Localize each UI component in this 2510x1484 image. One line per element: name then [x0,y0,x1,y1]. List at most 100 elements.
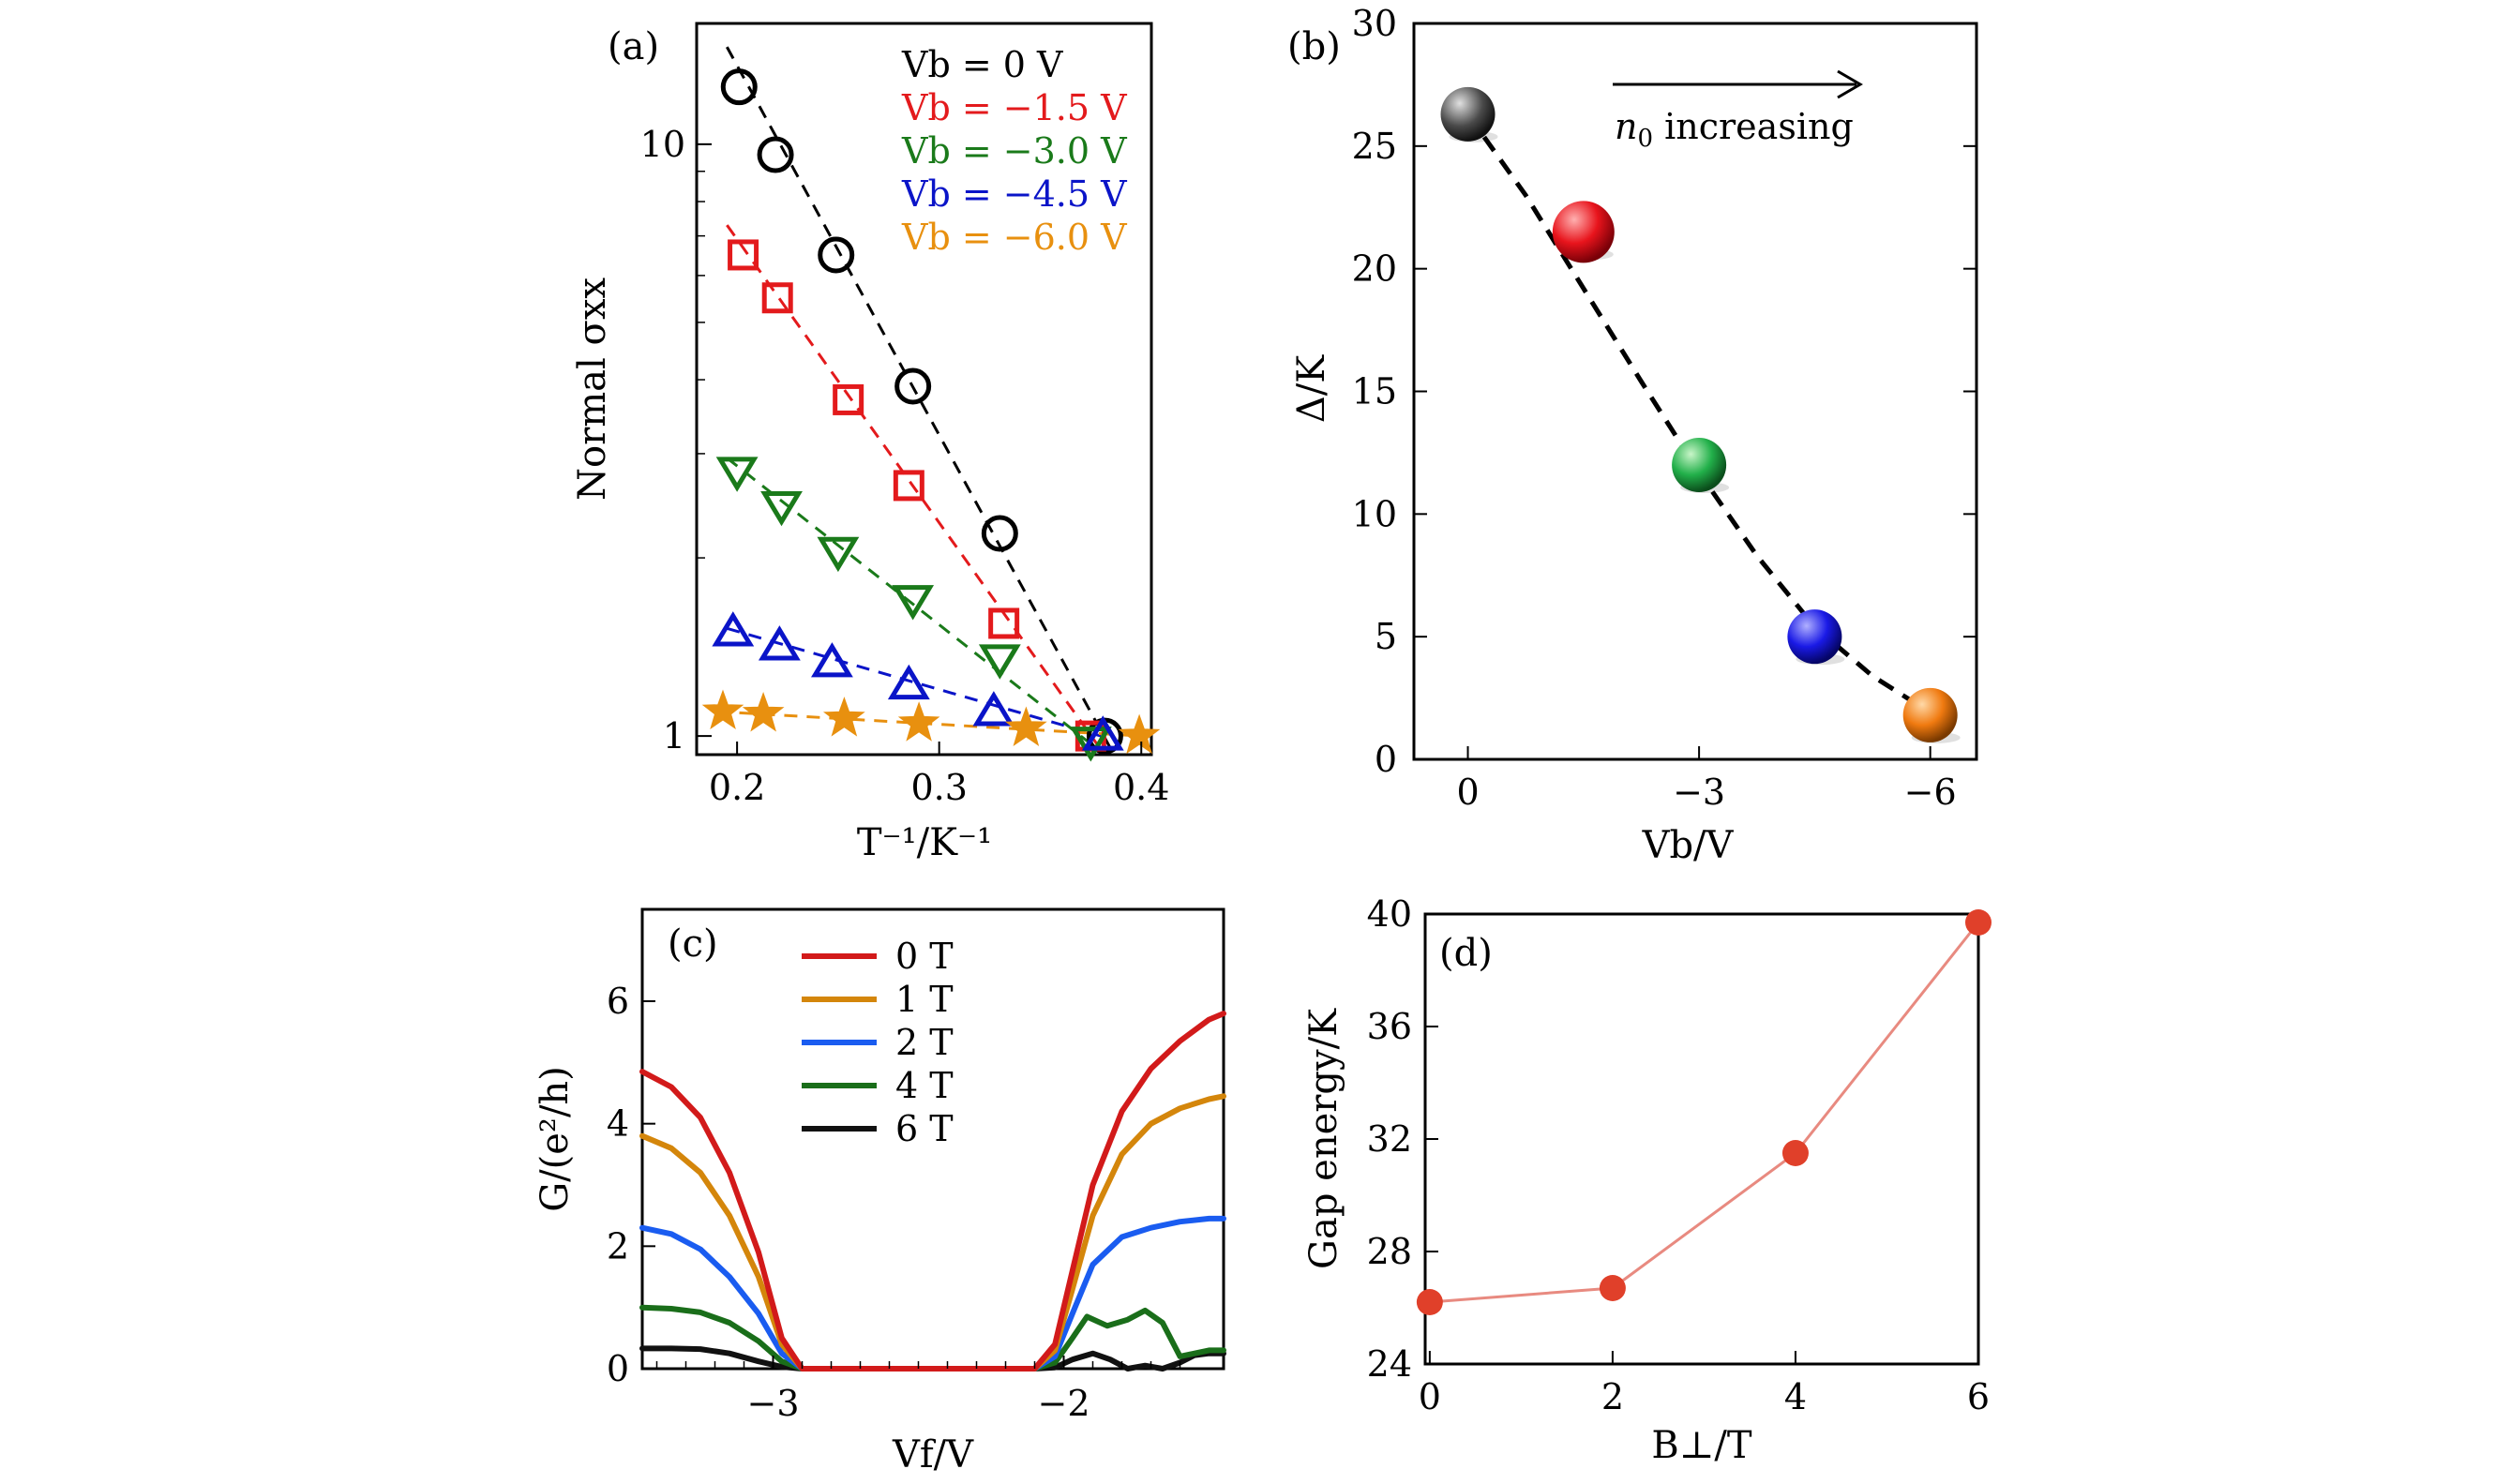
panel-a-point-s4-1 [742,692,785,732]
panel-b-ylabel: Δ/K [1290,354,1333,423]
panel-c-curve-0 [639,1011,1226,1372]
panel-b-point-4 [1902,687,1958,742]
panel-a-point-s0-2 [818,236,855,274]
panel-c-legend-label-3: 4 T [895,1065,954,1106]
panel-b-ytick-label-1: 5 [1375,616,1397,657]
panel-c-label: (c) [668,922,718,966]
panel-b-label: (b) [1287,25,1341,68]
panel-c-curve-4 [639,1345,1226,1372]
panel-a-point-s1-2 [833,383,864,415]
panel-d-ytick-label-4: 40 [1367,893,1412,935]
panel-a-xlabel: T⁻¹/K⁻¹ [857,821,992,864]
panel-a-point-s0-3 [894,367,932,405]
panel-c-ytick-label-2: 4 [607,1103,629,1145]
panel-d-line [1429,922,1980,1304]
panel-a-point-s1-4 [988,607,1020,639]
panel-a-ylabel: Normal σxx [571,277,614,501]
panel-c-ytick-label-3: 6 [607,981,629,1022]
panel-a-ytick-label-0: 1 [663,715,685,757]
panel-b-xlabel: Vb/V [1642,824,1735,867]
panel-b-fit-curve [1465,112,1932,715]
panel-d-xtick-label-0: 0 [1419,1376,1441,1417]
panel-b-xtick-label-0: 0 [1456,772,1479,813]
panel-a-point-s0-0 [720,68,758,106]
panel-c-curve-3 [639,1304,1226,1372]
panel-a-point-s0-4 [981,515,1018,552]
panel-c-legend-label-4: 6 T [895,1108,954,1149]
panel-a-legend: Vb = 0 VVb = −1.5 VVb = −3.0 VVb = −4.5 … [901,44,1127,258]
panel-c-ylabel: G/(e²/h) [534,1066,577,1212]
panel-d-xtick-label-2: 4 [1784,1376,1807,1417]
panel-a-ytick-label-1: 10 [640,124,685,165]
panel-a-point-s2-2 [817,536,860,573]
panel-d-ytick-label-2: 32 [1367,1118,1412,1160]
panel-d-point-0 [1416,1289,1443,1315]
panel-c-legend: 0 T1 T2 T4 T6 T [802,936,954,1149]
panel-b-ytick-label-5: 25 [1352,126,1397,167]
panel-a-fit-1 [726,224,1099,745]
panel-a-point-s2-4 [978,644,1021,680]
panel-a-point-s2-0 [715,457,759,492]
panel-a-xtick-label-2: 0.4 [1113,767,1169,808]
panel-a-fit-2 [726,457,1092,745]
panel-b-annotation-text: n0 increasing [1615,106,1854,153]
panel-d-ytick-label-3: 36 [1367,1006,1412,1047]
panel-b-spheres [1440,86,1961,743]
panel-a-point-s3-5 [1081,715,1124,751]
panel-a-xtick-label-1: 0.3 [910,767,967,808]
panel-a-legend-entry-1: Vb = −1.5 V [901,87,1127,128]
panel-d-xtick-label-3: 6 [1967,1376,1990,1417]
panel-b-xtick-label-2: −6 [1904,772,1957,813]
panel-c-conductance-vs-gate: (c) −3 −2 0 2 4 6 0 T1 T2 T4 T6 T Vf/V G/(e²/… [534,907,1226,1477]
panel-c-xtick-label-0: −3 [746,1383,799,1424]
panel-b-point-3 [1787,609,1842,665]
panel-a-legend-entry-0: Vb = 0 V [901,44,1063,85]
panel-a-point-s4-4 [1004,706,1047,747]
panel-c-legend-label-1: 1 T [895,979,954,1020]
panel-b-ytick-label-2: 10 [1352,493,1397,534]
panel-c-xtick-label-1: −2 [1037,1383,1090,1424]
panel-d-ytick-label-1: 28 [1367,1231,1412,1272]
panel-a-frame [695,22,1153,757]
arrow-head-icon [1837,69,1863,99]
panel-a-legend-entry-3: Vb = −4.5 V [901,173,1127,215]
panel-b-ytick-label-0: 0 [1375,739,1397,780]
panel-a-ticks: 0.2 0.3 0.4 1 10 [640,124,1170,808]
panel-a-point-s3-4 [972,691,1015,727]
panel-d-points [1416,909,1991,1315]
panel-b-ytick-label-3: 15 [1352,371,1397,412]
panel-c-ytick-label-1: 2 [607,1225,629,1267]
panel-b-ytick-label-4: 20 [1352,248,1397,290]
panel-b-xtick-label-1: −3 [1673,772,1725,813]
panel-a-point-s3-1 [758,625,801,661]
panel-c-ytick-label-0: 0 [607,1348,629,1389]
panel-a-point-s3-0 [712,611,755,647]
panel-c-ticks: −3 −2 0 2 4 6 [607,981,1181,1424]
panel-c-xlabel: Vf/V [892,1433,974,1477]
panel-c-curves [639,1011,1226,1372]
panel-a-point-s3-3 [887,664,930,700]
panel-a-point-s4-2 [822,697,865,737]
panel-a-label: (a) [608,25,659,68]
panel-a-point-s2-3 [892,585,935,621]
panel-a-point-s1-1 [761,282,793,314]
panel-a-point-s4-5 [1118,713,1161,755]
panel-d-connecting-line [1429,922,1980,1304]
panel-d-point-1 [1599,1275,1626,1301]
panel-a-point-s1-3 [893,470,924,502]
panel-b-ytick-label-6: 30 [1352,3,1397,44]
panel-a-point-s2-1 [760,490,803,527]
panel-d-ytick-label-0: 24 [1367,1343,1412,1385]
panel-a-point-s2-5 [1069,727,1112,762]
panel-b-ticks: 0 −3 −6 0 5 10 15 20 25 30 [1352,3,1976,813]
panel-a-legend-entry-4: Vb = −6.0 V [901,217,1127,258]
panel-b-fit-line [1465,112,1932,715]
panel-c-legend-label-2: 2 T [895,1022,954,1063]
panel-a-legend-entry-2: Vb = −3.0 V [901,130,1127,172]
panel-d-xlabel: B⊥/T [1651,1424,1751,1467]
panel-a-point-s1-0 [728,239,759,271]
panel-a-point-s3-2 [811,642,853,678]
panel-d-label: (d) [1439,932,1493,975]
